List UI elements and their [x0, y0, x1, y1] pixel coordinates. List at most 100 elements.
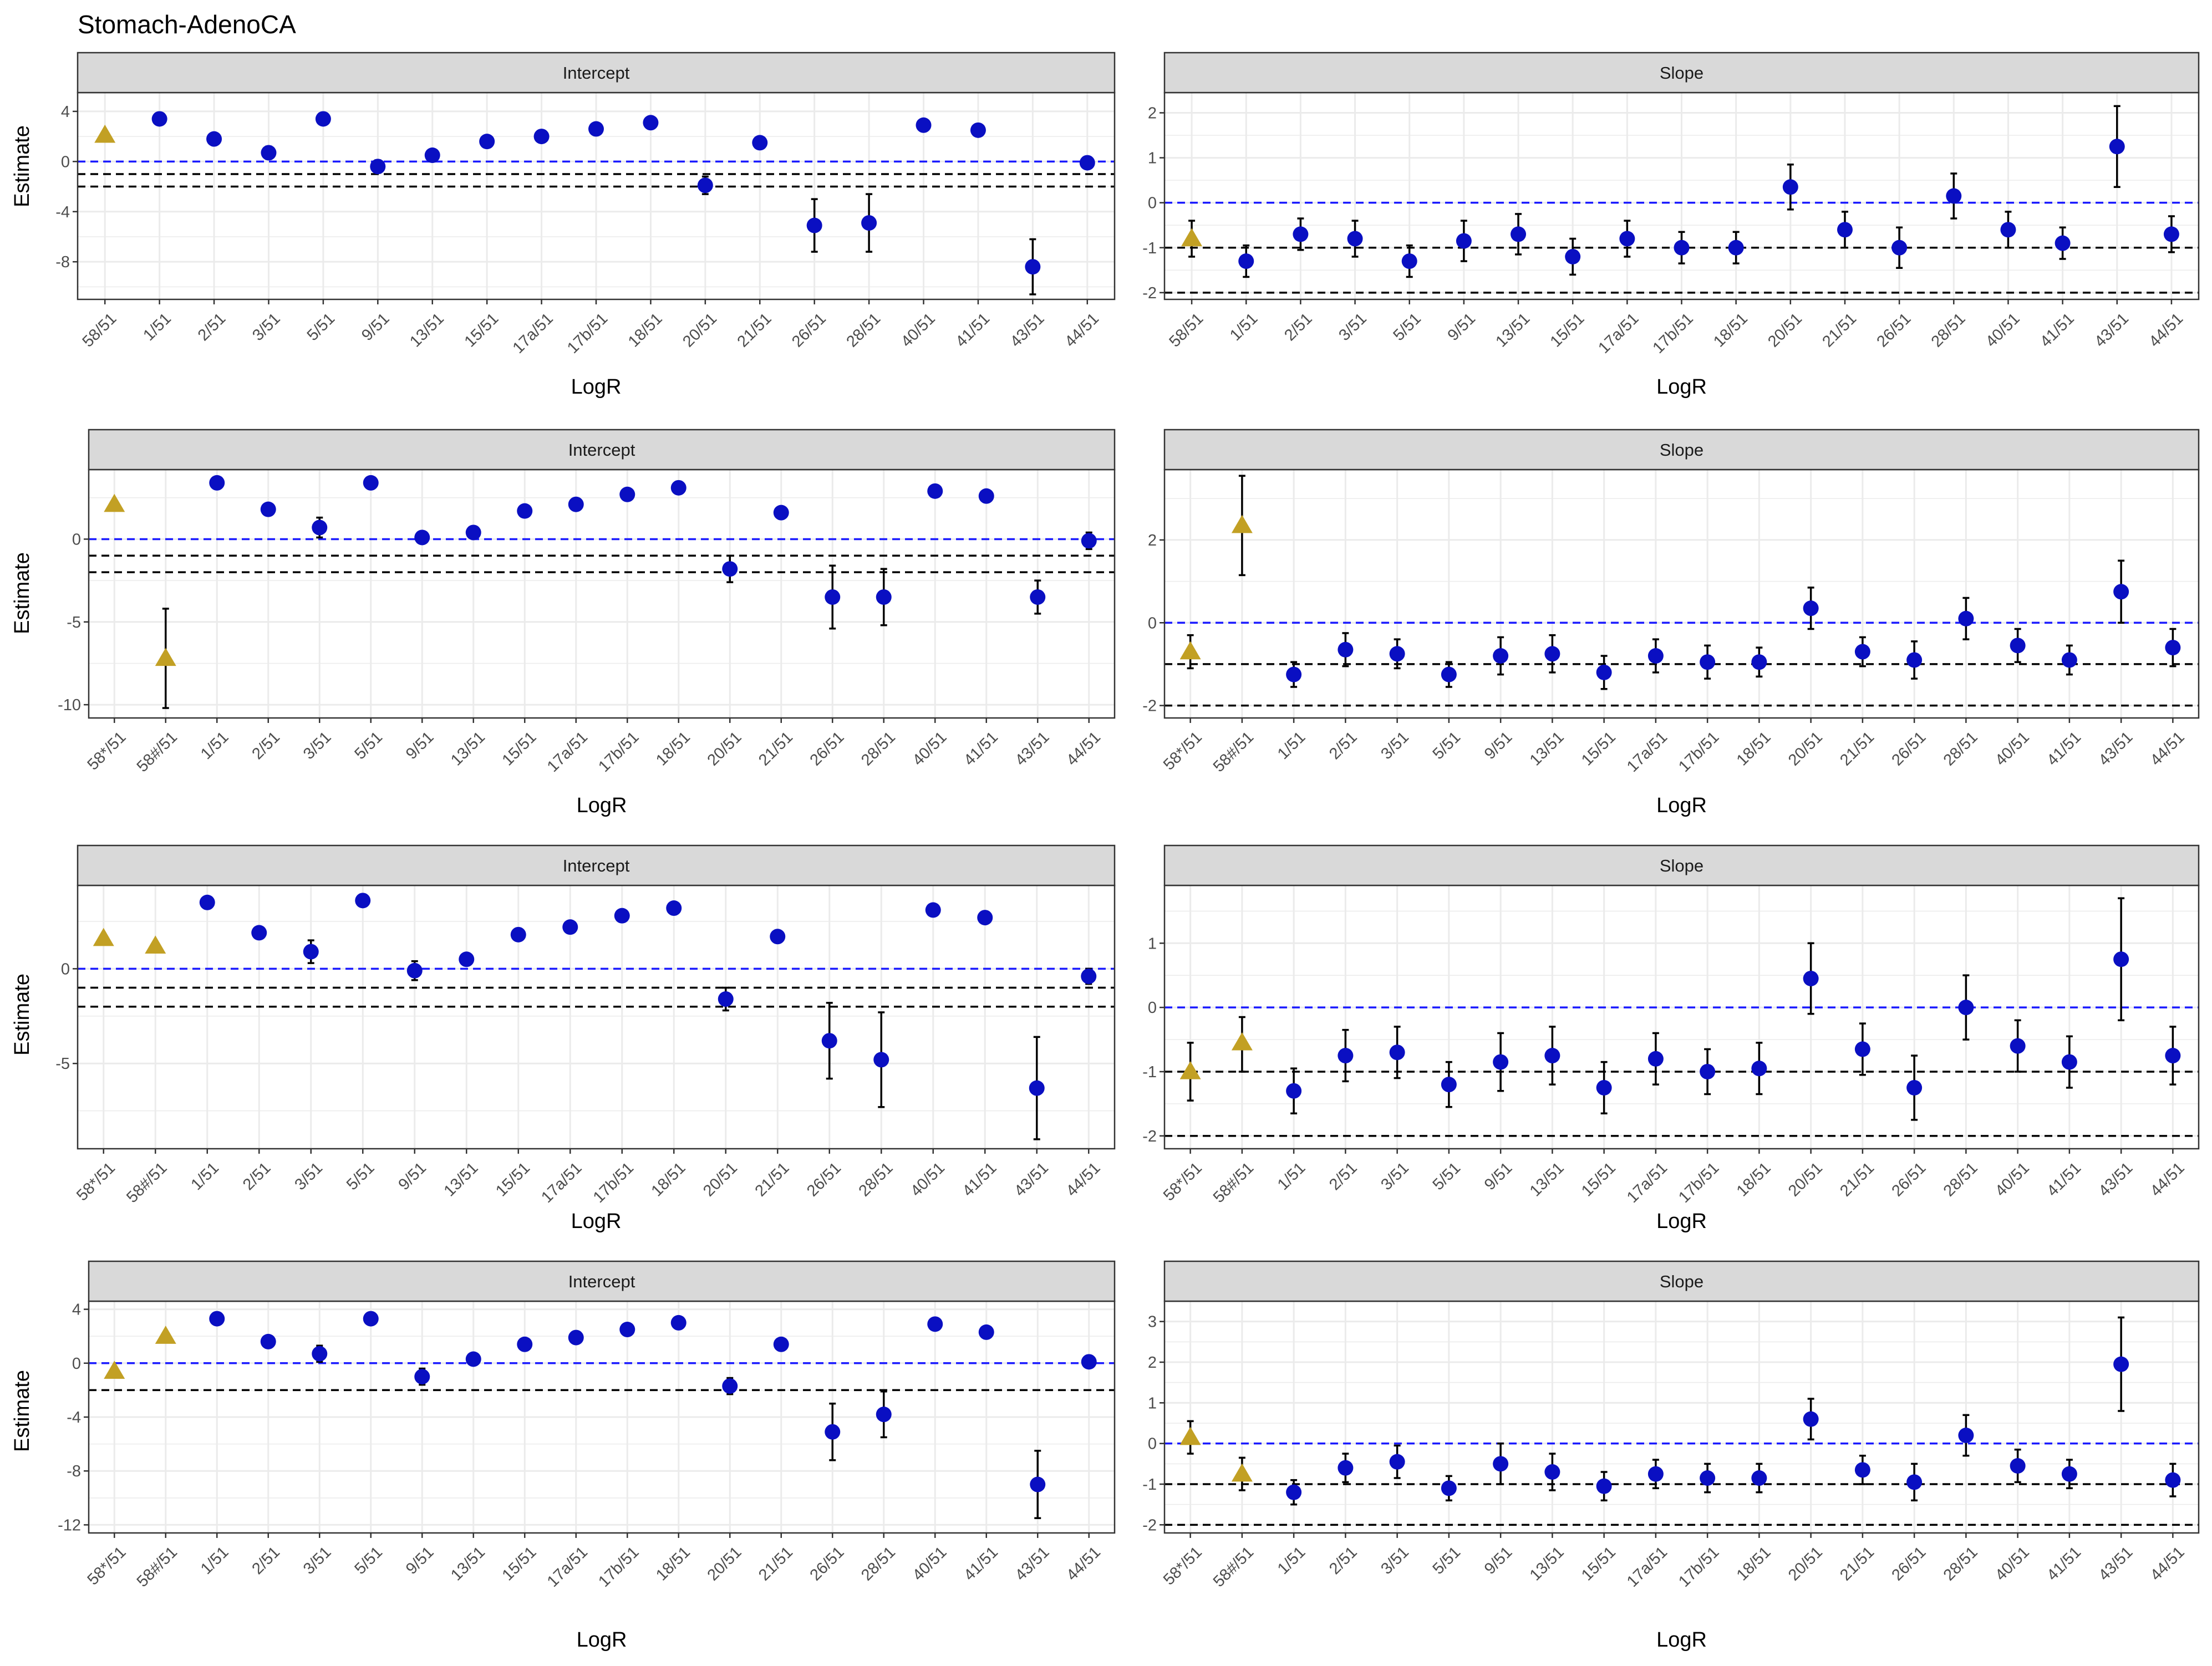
data-point	[670, 1315, 687, 1331]
data-point-triangle	[1231, 1463, 1253, 1482]
data-point	[770, 929, 786, 945]
strip-header	[88, 429, 1116, 471]
data-point-triangle	[104, 493, 125, 512]
data-point	[978, 488, 994, 504]
x-tick-label: 15/51	[499, 1543, 540, 1585]
x-tick-label: 58#/51	[134, 1543, 181, 1591]
data-point	[2113, 584, 2129, 600]
data-point	[2113, 1356, 2129, 1372]
data-point	[1081, 1354, 1097, 1370]
x-tick-label: 13/51	[1527, 728, 1568, 770]
x-tick-label: 13/51	[406, 310, 448, 351]
panel-r2-slope: Slope -2 0 2 58*/51 58#/51 1/51 2/51 3/51 5/51 9/5…	[1142, 429, 2200, 817]
x-tick-label: 17b/51	[1675, 1543, 1722, 1591]
strip-label: Slope	[1660, 440, 1704, 460]
data-point	[2010, 1038, 2026, 1054]
y-tick-label: 0	[1148, 195, 1157, 212]
data-point	[927, 483, 943, 499]
x-tick-label: 58*/51	[1160, 728, 1206, 774]
data-point	[1441, 666, 1457, 682]
data-point	[315, 111, 331, 127]
strip-label: Intercept	[563, 63, 630, 83]
data-point	[1441, 1480, 1457, 1496]
x-tick-label: 43/51	[1012, 1543, 1053, 1585]
x-tick-label: 28/51	[1928, 310, 1969, 351]
y-tick-label: -5	[55, 1055, 70, 1073]
data-point	[517, 1336, 533, 1352]
y-tick-label: 1	[1148, 935, 1157, 952]
data-point	[1565, 248, 1581, 264]
data-point	[1782, 179, 1798, 195]
data-point	[1946, 188, 1962, 204]
data-point	[977, 910, 993, 926]
x-tick-label: 18/51	[653, 728, 694, 770]
data-point	[1030, 1476, 1046, 1492]
x-tick-label: 18/51	[625, 310, 666, 351]
data-point-triangle	[145, 935, 166, 954]
x-tick-label: 26/51	[807, 1543, 848, 1585]
data-point	[722, 1378, 738, 1394]
y-tick-label: 0	[61, 960, 70, 978]
x-axis-title: LogR	[577, 1628, 627, 1652]
x-tick-label: 21/51	[734, 310, 775, 351]
data-point	[925, 902, 941, 918]
x-tick-label: 17a/51	[510, 310, 557, 357]
data-point	[1596, 1079, 1612, 1096]
x-tick-label: 17b/51	[590, 1159, 637, 1206]
data-point	[970, 122, 986, 138]
data-point	[718, 991, 734, 1007]
panel-r1-slope: Slope -2 -1 0 1 2 58/51 1/51 2/51 3/51 5/51 9/51 13/…	[1142, 52, 2200, 399]
x-tick-label: 3/51	[249, 310, 284, 345]
x-tick-label: 40/51	[1992, 1159, 2033, 1200]
data-point	[1029, 1080, 1045, 1096]
x-tick-label: 5/51	[1430, 1159, 1465, 1194]
data-point	[303, 944, 319, 960]
data-point	[1493, 1456, 1509, 1472]
data-point	[1906, 1474, 1923, 1490]
strip-label: Intercept	[568, 440, 635, 460]
data-point	[1456, 233, 1472, 249]
data-point	[1389, 646, 1405, 662]
x-tick-label: 40/51	[898, 310, 939, 351]
x-tick-label: 20/51	[1785, 1159, 1826, 1200]
data-point	[1906, 652, 1923, 668]
y-tick-label: 4	[61, 103, 70, 121]
data-point	[1511, 226, 1527, 242]
data-point	[355, 893, 371, 909]
x-tick-label: 17b/51	[595, 728, 642, 776]
strip-header	[77, 844, 1116, 887]
strip-label: Slope	[1660, 63, 1704, 83]
y-tick-label: -4	[67, 1409, 81, 1426]
x-tick-label: 18/51	[1733, 1159, 1774, 1200]
data-point	[1025, 259, 1041, 275]
data-point-triangle	[1231, 514, 1253, 533]
y-axis-title: Estimate	[11, 1370, 34, 1452]
x-tick-label: 43/51	[1007, 310, 1048, 351]
x-axis-title: LogR	[571, 1210, 622, 1233]
panel-r3-intercept: Intercept -5 0 58*/51 58#/51 1/51 2/51 3/51 5/51…	[11, 844, 1116, 1233]
x-tick-label: 26/51	[804, 1159, 845, 1200]
data-point	[1647, 1466, 1664, 1482]
x-tick-label: 20/51	[1764, 310, 1806, 351]
x-axis-title: LogR	[1656, 794, 1707, 817]
y-tick-label: -2	[1142, 1128, 1157, 1145]
data-point	[2113, 951, 2129, 967]
x-tick-label: 2/51	[1326, 728, 1361, 763]
x-tick-label: 5/51	[1390, 310, 1425, 345]
data-point	[752, 135, 768, 151]
x-tick-label: 5/51	[304, 310, 339, 345]
x-tick-label: 2/51	[249, 1543, 284, 1578]
x-tick-label: 13/51	[1527, 1159, 1568, 1200]
y-tick-label: -10	[58, 696, 81, 714]
data-point	[1647, 648, 1664, 664]
strip-header	[1163, 52, 2200, 94]
data-point	[251, 925, 267, 941]
figure-title: Stomach-AdenoCA	[78, 10, 296, 39]
data-point-triangle	[155, 1326, 176, 1344]
data-point	[2165, 1048, 2181, 1064]
data-point	[2061, 1466, 2077, 1482]
x-tick-label: 9/51	[403, 1543, 438, 1578]
x-tick-label: 9/51	[1481, 1159, 1516, 1194]
x-tick-label: 44/51	[2147, 1159, 2188, 1200]
